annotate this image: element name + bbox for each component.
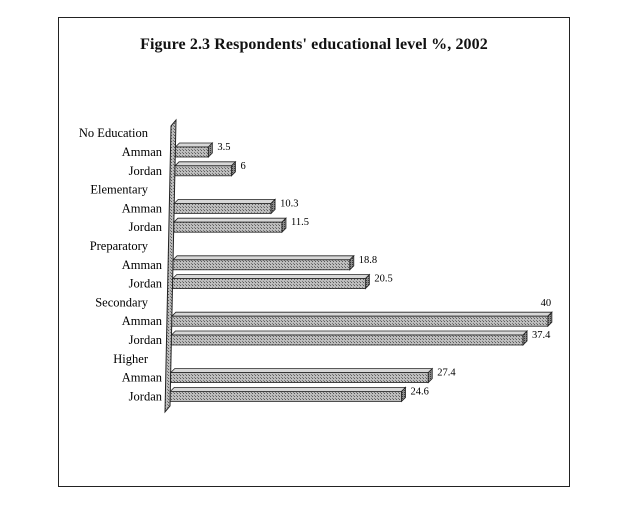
chart-frame <box>58 17 570 487</box>
bar-end-face <box>427 367 433 384</box>
data-label: 27.4 <box>437 368 456 379</box>
category-label: No Education <box>79 126 149 140</box>
bar-end-face <box>270 198 276 215</box>
data-label: 10.3 <box>280 198 298 209</box>
bar <box>171 273 371 290</box>
data-label: 24.6 <box>411 386 429 397</box>
bar-top-face <box>172 217 287 223</box>
data-label: 37.4 <box>532 330 551 341</box>
bar-end-face <box>207 142 213 158</box>
bar-top-face <box>170 311 553 317</box>
bar-front-face <box>170 372 429 384</box>
bar-end-face <box>281 217 287 234</box>
bars <box>169 142 553 403</box>
bar <box>170 330 529 346</box>
bar-front-face <box>174 165 232 177</box>
category-label: Secondary <box>95 295 149 309</box>
data-label: 6 <box>240 161 245 172</box>
bar-top-face <box>174 142 214 148</box>
bar <box>172 217 287 234</box>
bar-front-face <box>169 390 402 402</box>
bar-front-face <box>173 202 272 214</box>
bar-front-face <box>172 278 366 290</box>
bar-end-face <box>349 254 355 271</box>
bar <box>173 198 277 215</box>
bar-front-face <box>175 146 209 158</box>
bar <box>170 311 553 328</box>
bar-top-face <box>170 330 529 336</box>
data-label: 20.5 <box>374 274 392 285</box>
bar-front-face <box>171 334 524 346</box>
row-label: Jordan <box>129 277 163 291</box>
bar-end-face <box>547 311 553 328</box>
data-label: 40 <box>541 298 552 309</box>
row-label: Amman <box>122 371 163 385</box>
bar <box>169 367 434 384</box>
row-label: Jordan <box>129 333 163 347</box>
bar <box>174 160 237 177</box>
data-label: 3.5 <box>217 142 230 153</box>
bar-top-face <box>169 368 434 374</box>
bar <box>172 254 355 271</box>
row-label: Amman <box>122 145 163 159</box>
labels: No Education Amman 3.5 Jordan 6 Elementary Amm… <box>79 126 551 403</box>
axis-wall <box>164 118 177 414</box>
category-label: Higher <box>113 352 149 366</box>
bar-end-face <box>364 273 370 290</box>
y-axis-wall <box>164 118 177 414</box>
bar-top-face <box>172 255 355 261</box>
row-label: Amman <box>122 258 163 272</box>
row-label: Jordan <box>129 389 163 403</box>
bar-front-face <box>173 221 283 233</box>
row-label: Jordan <box>129 220 163 234</box>
chart-title: Figure 2.3 Respondents' educational leve… <box>140 36 488 53</box>
bar-top-face <box>169 386 407 392</box>
row-label: Amman <box>122 201 163 215</box>
bar-top-face <box>174 161 237 167</box>
bar-front-face <box>172 259 351 271</box>
row-label: Amman <box>122 314 163 328</box>
data-label: 18.8 <box>359 255 377 266</box>
bar-top-face <box>173 198 277 204</box>
bar <box>169 386 407 403</box>
category-label: Elementary <box>90 183 148 197</box>
bar-end-face <box>522 330 528 346</box>
data-label: 11.5 <box>291 217 309 228</box>
bar-end-face <box>401 386 406 403</box>
bar-front-face <box>171 315 549 327</box>
bar-top-face <box>171 274 371 280</box>
category-label: Preparatory <box>90 239 149 253</box>
bar-end-face <box>231 160 236 177</box>
row-label: Jordan <box>129 164 163 178</box>
bar <box>174 142 214 158</box>
